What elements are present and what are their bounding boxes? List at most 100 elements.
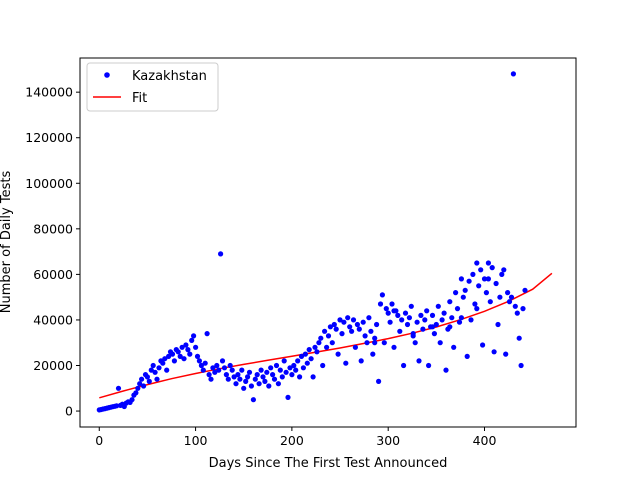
data-point-75 (241, 385, 247, 391)
y-axis-label: Number of Daily Tests (0, 171, 14, 314)
data-point-185 (453, 290, 459, 296)
data-point-98 (285, 394, 291, 400)
data-point-202 (485, 260, 491, 266)
data-point-56 (204, 331, 210, 337)
data-point-179 (441, 310, 447, 316)
data-point-110 (308, 356, 314, 362)
data-point-209 (499, 271, 505, 277)
data-point-169 (422, 317, 428, 323)
x-tick-label-100: 100 (184, 433, 208, 448)
data-point-211 (503, 351, 509, 357)
data-point-72 (235, 372, 241, 378)
data-point-214 (508, 294, 515, 300)
fit-line (99, 272, 553, 399)
data-point-121 (329, 340, 335, 346)
data-point-49 (191, 333, 197, 339)
data-point-92 (273, 362, 280, 369)
data-point-99 (287, 365, 293, 371)
data-point-76 (243, 378, 249, 384)
data-point-17 (129, 397, 135, 403)
data-point-107 (302, 351, 308, 357)
data-point-83 (256, 381, 262, 387)
x-axis-ticks: 0 100 200 300 400 (95, 427, 496, 448)
data-point-61 (214, 362, 220, 369)
data-point-184 (451, 344, 457, 350)
data-point-132 (350, 317, 357, 323)
data-point-143 (372, 335, 378, 341)
data-point-102 (293, 367, 299, 373)
data-point-43 (179, 344, 185, 350)
data-point-73 (237, 376, 243, 382)
data-point-50 (193, 344, 199, 350)
data-point-138 (362, 333, 368, 339)
data-point-28 (150, 362, 156, 369)
y-tick-label-120000: 120000 (25, 130, 73, 145)
data-point-208 (497, 294, 503, 300)
data-point-122 (331, 321, 337, 328)
data-point-115 (318, 335, 324, 341)
data-point-142 (370, 351, 376, 357)
data-point-19 (133, 390, 139, 396)
data-point-175 (433, 321, 439, 328)
data-point-70 (231, 374, 237, 380)
data-point-114 (316, 340, 322, 346)
data-point-93 (275, 381, 281, 387)
fit-line-layer (99, 272, 553, 399)
data-point-167 (418, 312, 424, 318)
data-point-213 (506, 299, 513, 305)
data-point-204 (489, 265, 495, 271)
data-point-71 (233, 381, 239, 387)
data-point-48 (189, 337, 195, 343)
data-point-176 (435, 303, 441, 309)
data-point-219 (518, 362, 524, 369)
data-point-105 (298, 353, 305, 359)
data-point-30 (154, 376, 160, 382)
data-point-78 (246, 369, 253, 375)
data-point-10 (115, 385, 122, 391)
data-point-86 (262, 378, 268, 384)
y-tick-label-80000: 80000 (33, 221, 73, 236)
plot-frame (79, 57, 577, 428)
data-point-136 (358, 358, 364, 364)
data-point-158 (401, 362, 407, 369)
data-point-139 (364, 340, 370, 346)
data-point-21 (137, 381, 143, 387)
data-point-80 (250, 397, 256, 403)
data-point-54 (200, 367, 206, 373)
legend-label-kazakhstan: Kazakhstan (132, 69, 207, 84)
data-point-60 (212, 369, 218, 375)
data-point-224 (458, 315, 464, 321)
data-point-128 (343, 360, 349, 366)
data-point-53 (198, 362, 204, 369)
data-point-104 (297, 374, 303, 380)
data-point-9 (114, 403, 120, 409)
data-point-222 (485, 276, 491, 282)
data-point-112 (312, 344, 318, 350)
data-point-90 (270, 372, 276, 378)
data-point-162 (408, 303, 414, 309)
data-point-190 (462, 287, 468, 293)
data-point-144 (374, 321, 380, 328)
data-point-77 (245, 374, 251, 380)
data-point-64 (219, 358, 226, 364)
data-point-26 (146, 378, 152, 384)
legend: Kazakhstan Fit (86, 62, 219, 112)
data-point-187 (456, 319, 463, 325)
data-point-212 (505, 290, 511, 296)
data-point-149 (383, 306, 389, 312)
data-point-159 (402, 310, 409, 316)
legend-marker-kazakhstan (104, 72, 110, 78)
data-point-135 (356, 326, 362, 332)
x-tick-label-300: 300 (376, 433, 400, 448)
data-point-147 (379, 292, 385, 298)
data-point-203 (487, 299, 493, 305)
data-point-140 (366, 315, 372, 321)
data-point-84 (258, 367, 264, 373)
data-point-123 (333, 326, 339, 332)
data-point-101 (291, 362, 297, 369)
data-point-31 (156, 365, 162, 371)
data-point-215 (510, 71, 516, 77)
data-point-216 (512, 303, 518, 309)
data-point-103 (295, 358, 301, 364)
data-point-74 (239, 367, 245, 373)
